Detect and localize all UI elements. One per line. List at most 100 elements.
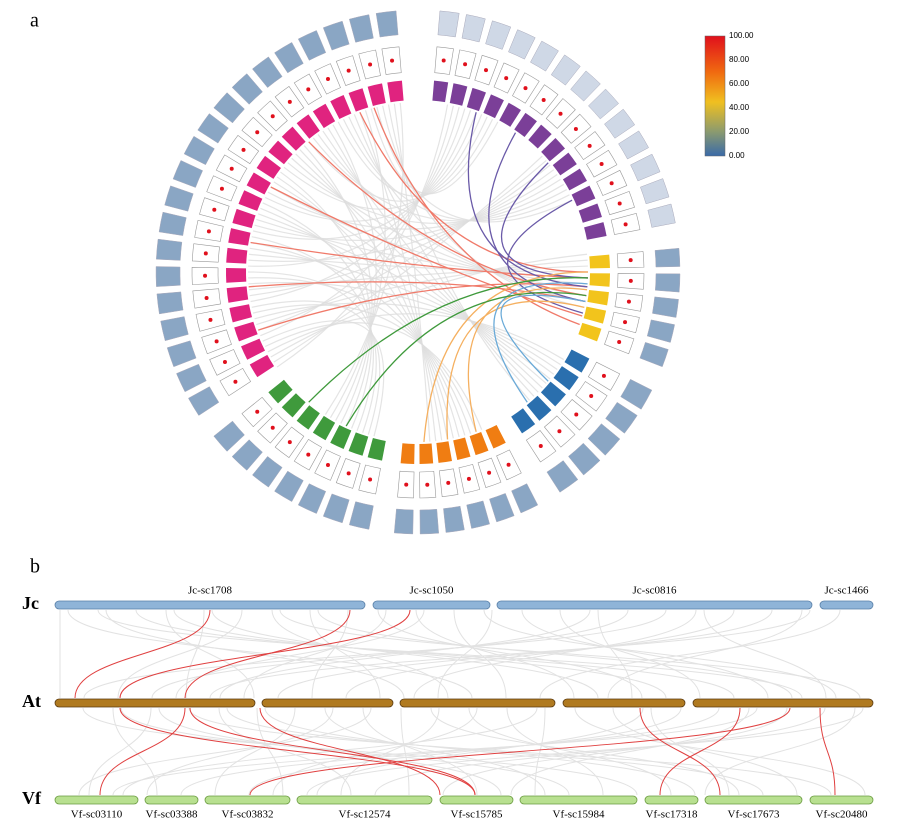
link [252, 110, 472, 240]
link [165, 609, 255, 699]
link [340, 707, 440, 796]
chromosome [584, 222, 607, 240]
link [258, 283, 588, 331]
link [819, 707, 836, 796]
chromosome [553, 366, 579, 391]
chromosome [312, 103, 336, 129]
density-mark [609, 181, 614, 186]
link [521, 609, 769, 699]
heat-box [166, 340, 197, 368]
segment-label: Vf-sc15984 [553, 809, 605, 821]
density-mark [523, 86, 528, 91]
density-mark [504, 76, 509, 81]
chromosome [571, 185, 596, 207]
link [467, 112, 588, 288]
density-mark [368, 62, 373, 67]
density-mark [623, 320, 628, 325]
heat-box [618, 130, 649, 160]
synteny-plot: Jc Jc-sc1708 Jc-sc1050 Jc-sc0816 Jc-sc1466 At… [22, 585, 874, 821]
link [299, 149, 449, 440]
chromosome-bar [399, 698, 556, 708]
chromosome [330, 424, 352, 449]
chromosome [578, 203, 602, 223]
chromosome [238, 190, 263, 211]
segment-label: Vf-sc15785 [451, 809, 503, 821]
heat-box [322, 20, 350, 51]
link [180, 707, 720, 796]
chromosome [268, 379, 293, 404]
row-label: Vf [22, 788, 42, 808]
heat-box [274, 470, 304, 502]
panel-label: b [30, 556, 40, 578]
link [243, 609, 387, 699]
heat-box [158, 211, 187, 236]
heat-box [297, 483, 327, 514]
heat-box [587, 423, 621, 456]
chromosome [564, 349, 590, 373]
density-mark [255, 130, 260, 135]
link [250, 106, 460, 303]
link [252, 304, 477, 432]
chromosome-bar [204, 795, 291, 805]
density-mark [617, 340, 622, 345]
heat-box [485, 20, 512, 50]
density-mark [626, 299, 631, 304]
link [342, 118, 570, 222]
link [248, 707, 682, 796]
density-mark [390, 58, 395, 63]
chromosome [400, 443, 415, 464]
link [387, 104, 530, 401]
segment-label: Vf-sc03110 [71, 809, 123, 821]
heat-box [588, 88, 619, 120]
chromosome [348, 88, 369, 112]
heat-box [654, 247, 681, 268]
heat-box [489, 493, 515, 523]
chromosome [526, 395, 552, 421]
chromosome [514, 112, 537, 137]
heat-box [156, 291, 184, 315]
density-mark [574, 412, 579, 417]
chromosome [589, 273, 610, 287]
link [254, 302, 561, 366]
link [423, 271, 589, 442]
chromosome [589, 254, 610, 269]
link [308, 277, 588, 403]
heat-box [604, 108, 636, 139]
heat-box [231, 439, 263, 471]
link [279, 609, 861, 699]
heat-box [172, 160, 203, 188]
link [376, 106, 573, 223]
link [262, 202, 372, 429]
chromosome [469, 431, 489, 456]
link [510, 707, 750, 796]
link [209, 609, 811, 699]
link [67, 609, 473, 699]
link [247, 271, 377, 433]
chromosome-bar [54, 795, 139, 805]
colorbar-tick-label: 40.00 [729, 103, 750, 112]
heat-box [164, 185, 194, 212]
density-mark [628, 278, 633, 283]
link [306, 707, 864, 796]
heat-box [652, 296, 679, 318]
heat-box [393, 508, 414, 535]
link [248, 277, 472, 434]
density-mark [306, 452, 311, 457]
link [400, 707, 410, 796]
segment-label: Jc-sc1708 [188, 585, 232, 597]
link [254, 174, 558, 241]
link [276, 176, 454, 439]
chromosome [296, 405, 320, 430]
heat-box [647, 203, 676, 228]
link [248, 281, 586, 303]
heat-box [630, 153, 661, 182]
chromosome [449, 83, 468, 106]
link [415, 609, 575, 699]
heat-box [639, 342, 669, 368]
chromosome [234, 321, 258, 342]
link [135, 609, 735, 699]
chromosome [387, 80, 404, 103]
chromosome [419, 443, 434, 464]
link [272, 707, 478, 796]
